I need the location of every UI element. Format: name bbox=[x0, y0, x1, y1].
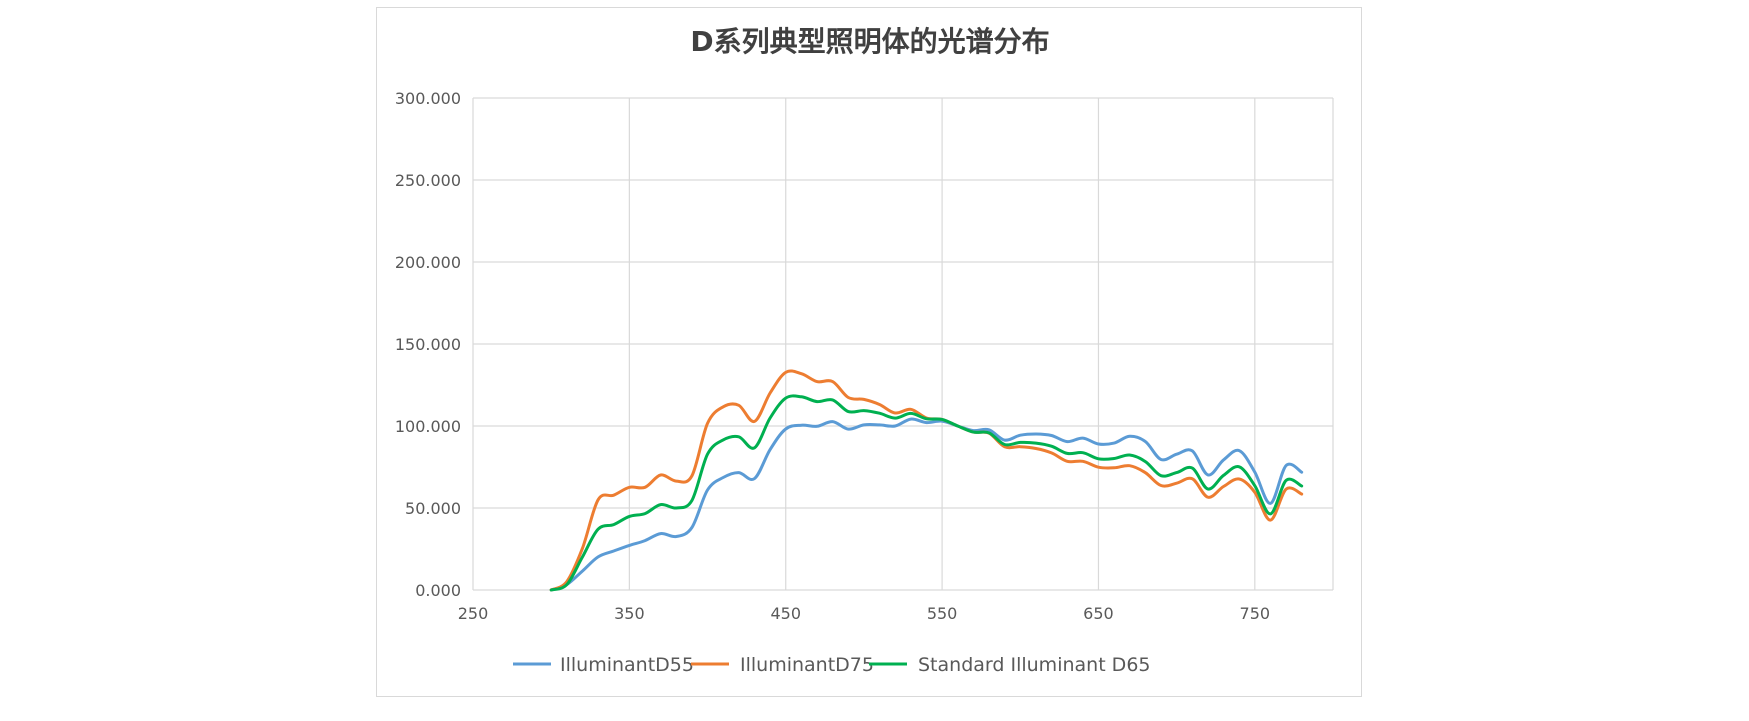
legend-label: IlluminantD75 bbox=[740, 654, 874, 676]
chart-svg: D系列典型照明体的光谱分布 0.000 50.000 100.000 150.000 2… bbox=[395, 25, 1334, 676]
legend-label: Standard Illuminant D65 bbox=[918, 654, 1151, 676]
legend-label: IlluminantD55 bbox=[560, 654, 694, 676]
grid-layer bbox=[472, 97, 1334, 591]
axis-layer: 0.000 50.000 100.000 150.000 200.000 250.000 3… bbox=[395, 89, 1270, 623]
x-tick-label: 750 bbox=[1240, 604, 1271, 623]
y-tick-label: 50.000 bbox=[405, 499, 461, 518]
x-tick-label: 250 bbox=[458, 604, 489, 623]
x-tick-label: 350 bbox=[614, 604, 645, 623]
legend: IlluminantD55 IlluminantD75 Standard Illum… bbox=[513, 654, 1151, 676]
y-tick-label: 250.000 bbox=[395, 171, 461, 190]
series-line-1 bbox=[549, 417, 1304, 592]
y-tick-label: 200.000 bbox=[395, 253, 461, 272]
y-tick-label: 0.000 bbox=[415, 581, 461, 600]
x-tick-label: 450 bbox=[770, 604, 801, 623]
y-tick-label: 300.000 bbox=[395, 89, 461, 108]
series-line-3 bbox=[549, 394, 1304, 592]
series-layer bbox=[549, 369, 1304, 592]
y-tick-label: 150.000 bbox=[395, 335, 461, 354]
x-tick-label: 550 bbox=[927, 604, 958, 623]
chart-title: D系列典型照明体的光谱分布 bbox=[690, 25, 1049, 58]
chart-frame: D系列典型照明体的光谱分布 0.000 50.000 100.000 150.000 2… bbox=[376, 7, 1362, 697]
series-line-2 bbox=[549, 369, 1304, 592]
y-tick-label: 100.000 bbox=[395, 417, 461, 436]
x-tick-label: 650 bbox=[1083, 604, 1114, 623]
